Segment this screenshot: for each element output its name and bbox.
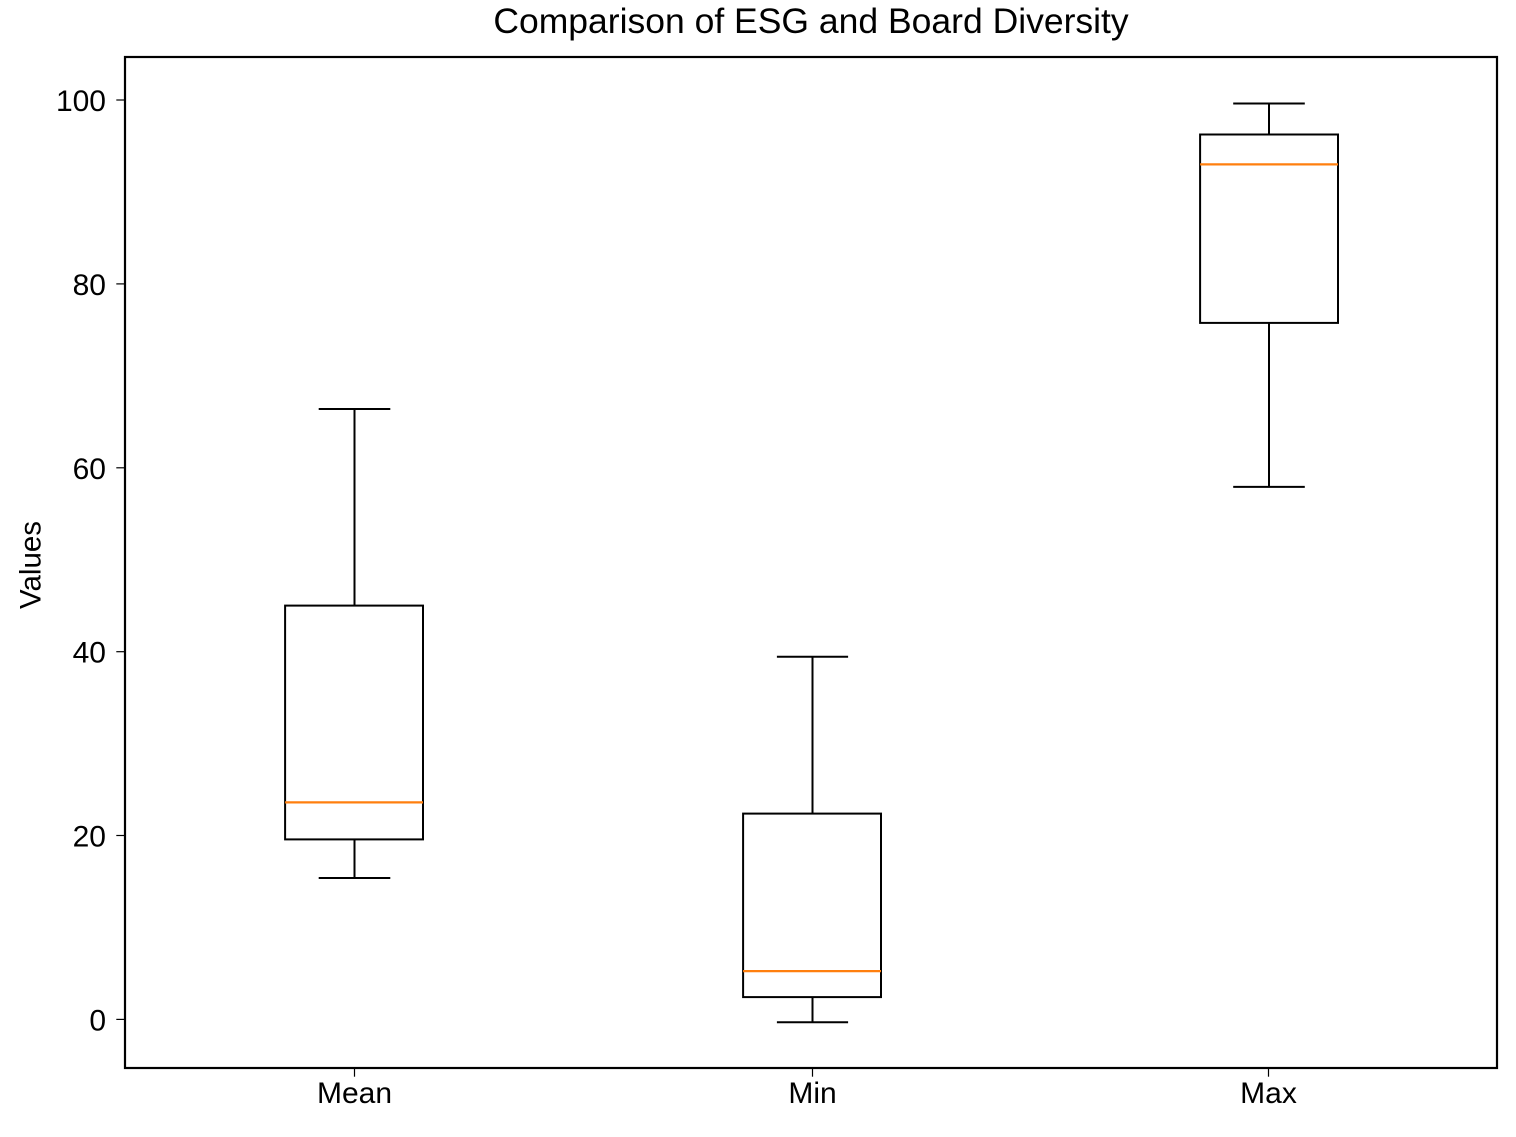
svg-text:0: 0 (89, 1004, 106, 1037)
svg-text:20: 20 (73, 821, 106, 854)
svg-text:Mean: Mean (317, 1077, 392, 1110)
svg-text:100: 100 (56, 85, 106, 118)
svg-text:Min: Min (788, 1077, 836, 1110)
svg-text:Max: Max (1240, 1077, 1297, 1110)
svg-text:80: 80 (73, 269, 106, 302)
svg-text:40: 40 (73, 637, 106, 670)
svg-text:Values: Values (15, 521, 48, 609)
svg-text:60: 60 (73, 453, 106, 486)
svg-text:Comparison of ESG and Board Di: Comparison of ESG and Board Diversity (493, 1, 1129, 41)
